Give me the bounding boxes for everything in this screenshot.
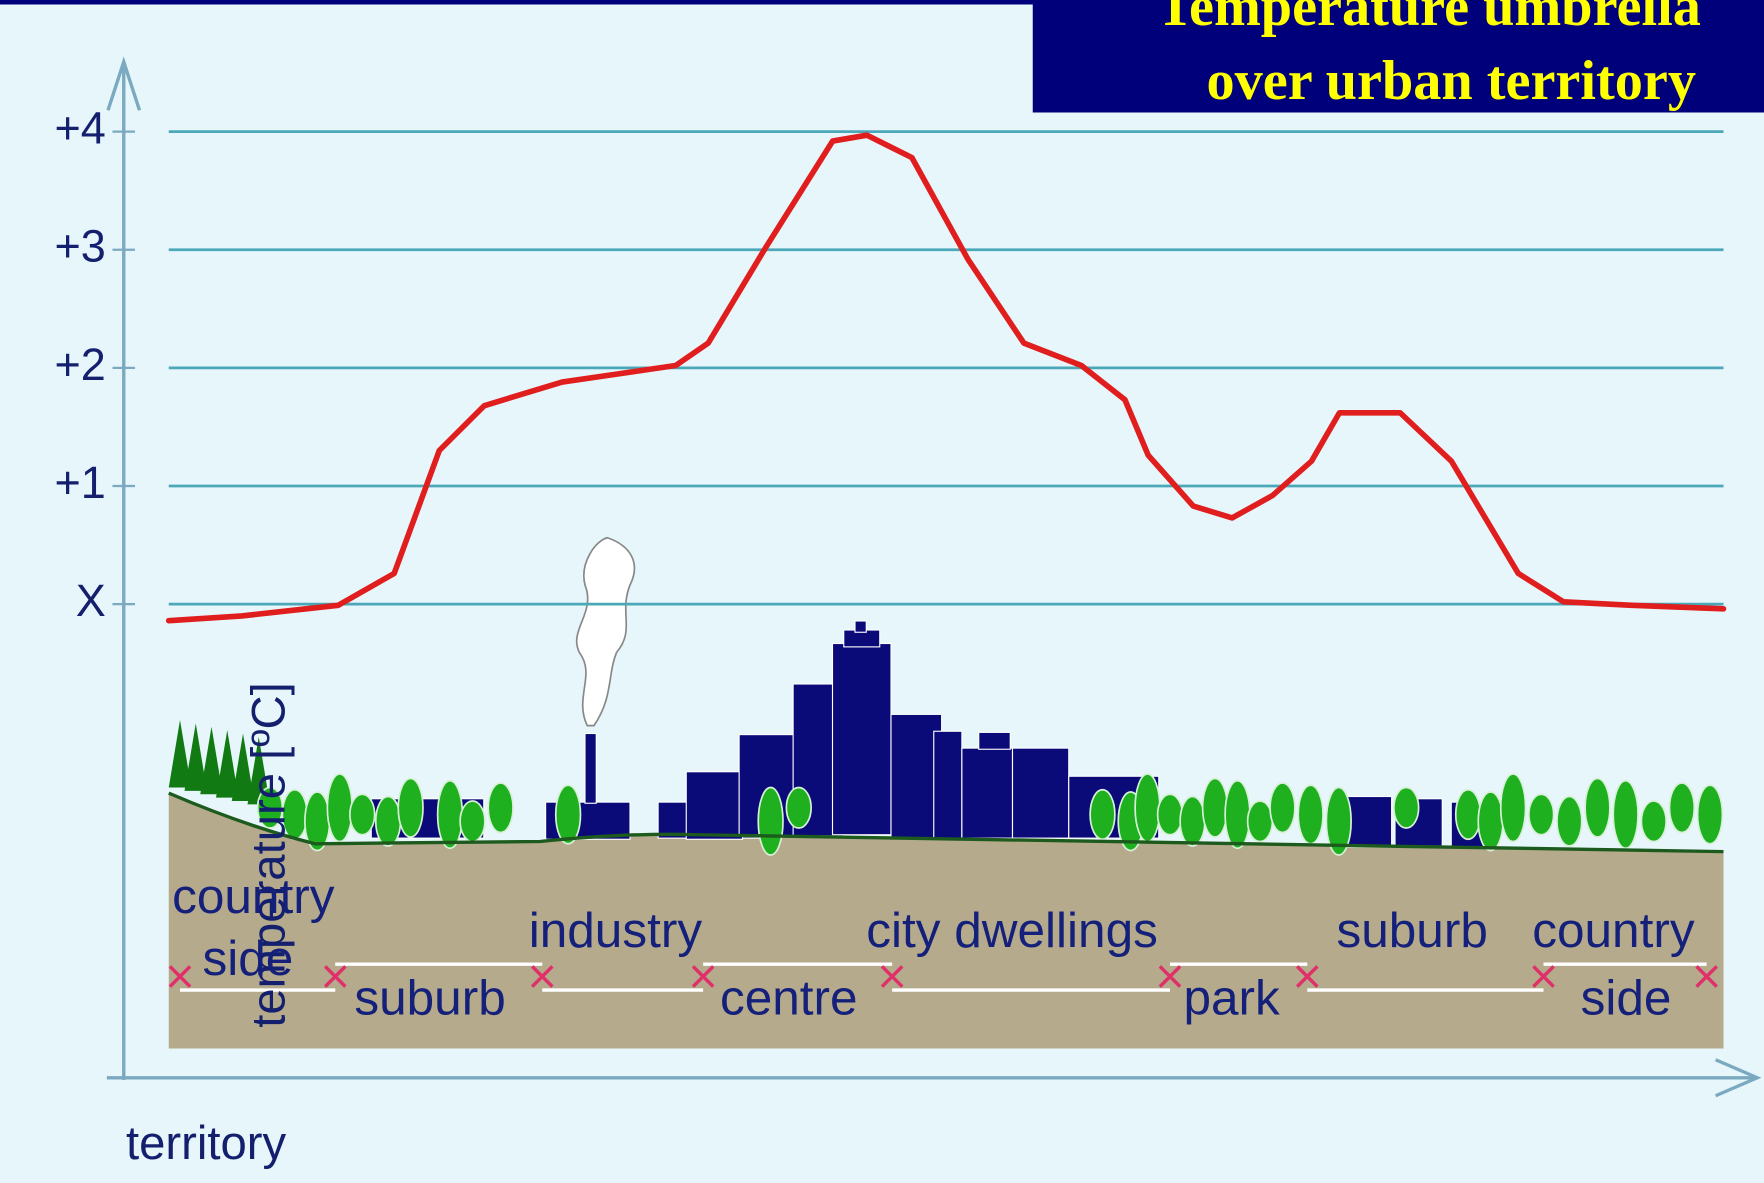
building <box>855 621 866 632</box>
zone-label: park <box>1184 970 1281 1025</box>
zone-label: country <box>1532 903 1695 958</box>
tree <box>556 785 581 844</box>
tree <box>1298 785 1323 844</box>
zone-label: side <box>1581 970 1672 1025</box>
tree <box>1670 783 1695 833</box>
building <box>1013 748 1069 838</box>
tree <box>1613 781 1638 849</box>
tree <box>460 801 485 842</box>
page: Temperature umbrella over urban territor… <box>0 0 1764 1183</box>
building <box>585 734 596 804</box>
zone-label: side <box>203 931 294 986</box>
tree <box>1529 794 1554 835</box>
tree <box>488 783 513 833</box>
y-tick-label: X <box>76 575 106 626</box>
y-tick-label: +4 <box>54 103 105 154</box>
tree <box>1158 794 1183 835</box>
tree <box>398 779 423 838</box>
tree <box>1248 801 1273 842</box>
zone-label: industry <box>529 903 703 958</box>
tree <box>1270 783 1295 833</box>
building <box>962 748 1013 838</box>
tree <box>786 788 811 829</box>
tree <box>350 794 375 835</box>
y-tick-label: +2 <box>54 339 105 390</box>
building <box>686 772 742 840</box>
tree <box>1557 797 1582 847</box>
zone-label: city dwellings <box>866 903 1158 958</box>
y-tick-label: +1 <box>54 457 105 508</box>
tree <box>327 774 352 842</box>
chart-title: Temperature umbrella <box>1157 0 1701 38</box>
tree <box>1698 785 1723 844</box>
tree <box>1394 788 1419 829</box>
zone-label: suburb <box>1337 903 1488 958</box>
tree <box>1135 774 1160 842</box>
tree <box>438 781 463 849</box>
tree <box>1090 790 1115 840</box>
building <box>934 731 962 838</box>
chart: Temperature umbrella over urban territor… <box>0 0 1764 1183</box>
tree <box>1180 797 1205 847</box>
tree <box>1478 792 1503 851</box>
chart-body: Temperature umbrella over urban territor… <box>0 0 1764 1183</box>
building <box>833 644 892 835</box>
tree <box>1585 779 1610 838</box>
zone-label: suburb <box>354 970 505 1025</box>
zone-label: country <box>172 869 335 924</box>
y-tick-label: +3 <box>54 221 105 272</box>
building <box>979 732 1011 749</box>
tree <box>1225 781 1250 849</box>
tree <box>1456 790 1481 840</box>
x-axis-label: territory <box>126 1117 287 1170</box>
tree <box>1641 801 1666 842</box>
chart-title: over urban territory <box>1207 50 1696 112</box>
zone-label: centre <box>720 970 858 1025</box>
tree <box>1501 774 1526 842</box>
tree <box>376 797 401 847</box>
tree <box>758 788 783 856</box>
tree <box>1203 779 1228 838</box>
